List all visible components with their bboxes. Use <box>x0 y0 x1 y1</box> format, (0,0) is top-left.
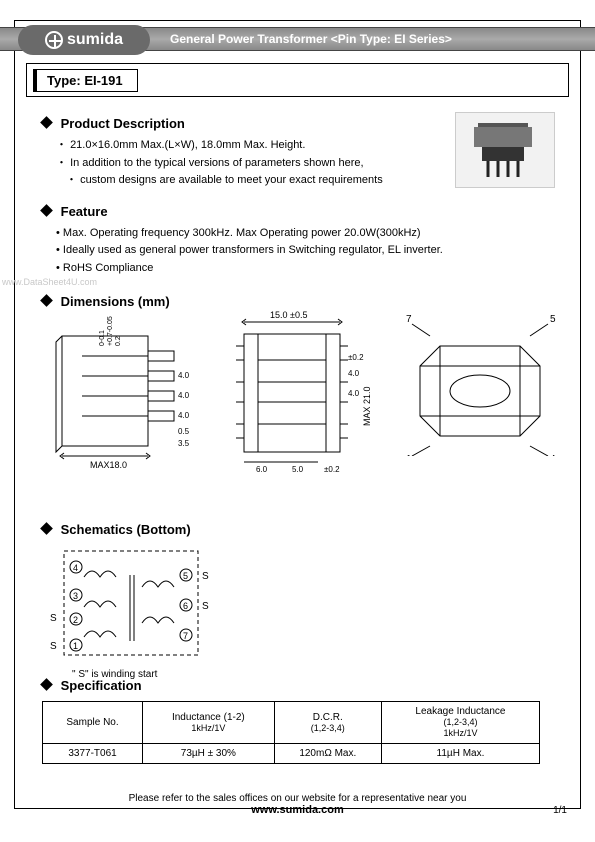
header-bar: sumida General Power Transformer <Pin Ty… <box>0 27 595 51</box>
svg-text:4.0: 4.0 <box>178 391 190 400</box>
table-row: 3377-T061 73µH ± 30% 120mΩ Max. 11µH Max… <box>43 744 540 764</box>
svg-text:S: S <box>50 641 57 652</box>
dim-label: MAX18.0 <box>90 460 127 470</box>
col-leakage: Leakage Inductance (1,2-3,4) 1kHz/1V <box>381 702 539 744</box>
header-title: General Power Transformer <Pin Type: EI … <box>170 32 452 46</box>
table-header-row: Sample No. Inductance (1-2) 1kHz/1V D.C.… <box>43 702 540 744</box>
page-number: 1/1 <box>553 805 567 816</box>
col-sample: Sample No. <box>43 702 143 744</box>
svg-text:4.0: 4.0 <box>348 389 360 398</box>
feature-heading: Feature <box>42 204 562 219</box>
svg-text:S: S <box>202 571 209 582</box>
diamond-icon <box>40 294 53 307</box>
desc-line: custom designs are available to meet you… <box>66 172 562 190</box>
svg-text:S: S <box>50 613 57 624</box>
feature-line: Ideally used as general power transforme… <box>56 242 562 260</box>
svg-text:0-0.1: 0-0.1 <box>99 330 106 346</box>
svg-text:4.0: 4.0 <box>348 369 360 378</box>
svg-text:1: 1 <box>73 641 78 651</box>
dimension-view-iso: 7 5 1 4 <box>400 306 560 456</box>
svg-text:15.0 ±0.5: 15.0 ±0.5 <box>270 310 307 320</box>
diamond-icon <box>40 204 53 217</box>
svg-text:7: 7 <box>183 631 188 641</box>
svg-text:0.2: 0.2 <box>115 336 122 346</box>
svg-text:MAX 21.0: MAX 21.0 <box>362 386 372 426</box>
svg-text:7: 7 <box>406 314 412 325</box>
footer: Please refer to the sales offices on our… <box>0 793 595 816</box>
svg-text:4: 4 <box>550 454 556 456</box>
svg-text:0.5: 0.5 <box>178 427 190 436</box>
schematics-section: Schematics (Bottom) 4 3 2 1 5 6 <box>42 516 562 680</box>
svg-text:3.5: 3.5 <box>178 439 190 448</box>
watermark: www.DataSheet4U.com <box>2 277 97 287</box>
desc-line: 21.0×16.0mm Max.(L×W), 18.0mm Max. Heigh… <box>56 137 562 155</box>
type-label: Type: EI-191 <box>33 69 138 92</box>
brand-logo: sumida <box>18 25 150 55</box>
diamond-icon <box>40 522 53 535</box>
col-dcr: D.C.R. (1,2-3,4) <box>274 702 381 744</box>
diamond-icon <box>40 116 53 129</box>
svg-text:3: 3 <box>73 591 78 601</box>
cell: 120mΩ Max. <box>274 744 381 764</box>
feature-line: RoHS Compliance <box>56 260 562 278</box>
specification-section: Specification Sample No. Inductance (1-2… <box>42 672 562 764</box>
svg-text:4.0: 4.0 <box>178 411 190 420</box>
specification-heading: Specification <box>42 678 562 693</box>
diamond-icon <box>40 678 53 691</box>
brand-text: sumida <box>67 31 123 49</box>
svg-text:6: 6 <box>183 601 188 611</box>
dimension-view-top: 15.0 ±0.5 6.0 5.0 ±0.2 MAX 21.0 4.0 4.0 ±0… <box>220 306 390 476</box>
svg-text:±0.2: ±0.2 <box>324 465 340 474</box>
dimension-view-side: MAX18.0 3.5 0.5 4.0 4.0 4.0 0.2 +0.7-0.0… <box>42 306 212 476</box>
svg-text:5: 5 <box>183 571 188 581</box>
brand-icon <box>45 31 63 49</box>
dimensions-figures: MAX18.0 3.5 0.5 4.0 4.0 4.0 0.2 +0.7-0.0… <box>42 306 562 486</box>
cell: 11µH Max. <box>381 744 539 764</box>
cell: 73µH ± 30% <box>143 744 275 764</box>
specification-table: Sample No. Inductance (1-2) 1kHz/1V D.C.… <box>42 701 540 764</box>
svg-text:+0.7-0.05: +0.7-0.05 <box>107 316 114 346</box>
svg-text:S: S <box>202 601 209 612</box>
feature-list: Max. Operating frequency 300kHz. Max Ope… <box>56 225 562 278</box>
svg-text:4.0: 4.0 <box>178 371 190 380</box>
svg-text:6.0: 6.0 <box>256 465 268 474</box>
svg-text:5.0: 5.0 <box>292 465 304 474</box>
svg-text:±0.2: ±0.2 <box>348 353 364 362</box>
schematics-figure: 4 3 2 1 5 6 7 S S S S <box>42 545 222 667</box>
svg-text:4: 4 <box>73 563 78 573</box>
schematics-heading: Schematics (Bottom) <box>42 522 562 537</box>
product-description-list: 21.0×16.0mm Max.(L×W), 18.0mm Max. Heigh… <box>56 137 562 190</box>
feature-line: Max. Operating frequency 300kHz. Max Ope… <box>56 225 562 243</box>
type-box: Type: EI-191 <box>26 63 569 97</box>
svg-text:1: 1 <box>406 454 412 456</box>
footer-url: www.sumida.com <box>0 804 595 816</box>
col-inductance: Inductance (1-2) 1kHz/1V <box>143 702 275 744</box>
svg-text:2: 2 <box>73 615 78 625</box>
footer-line: Please refer to the sales offices on our… <box>0 793 595 804</box>
product-description-heading: Product Description <box>42 116 562 131</box>
cell: 3377-T061 <box>43 744 143 764</box>
desc-line: In addition to the typical versions of p… <box>56 155 562 173</box>
svg-text:5: 5 <box>550 314 556 325</box>
